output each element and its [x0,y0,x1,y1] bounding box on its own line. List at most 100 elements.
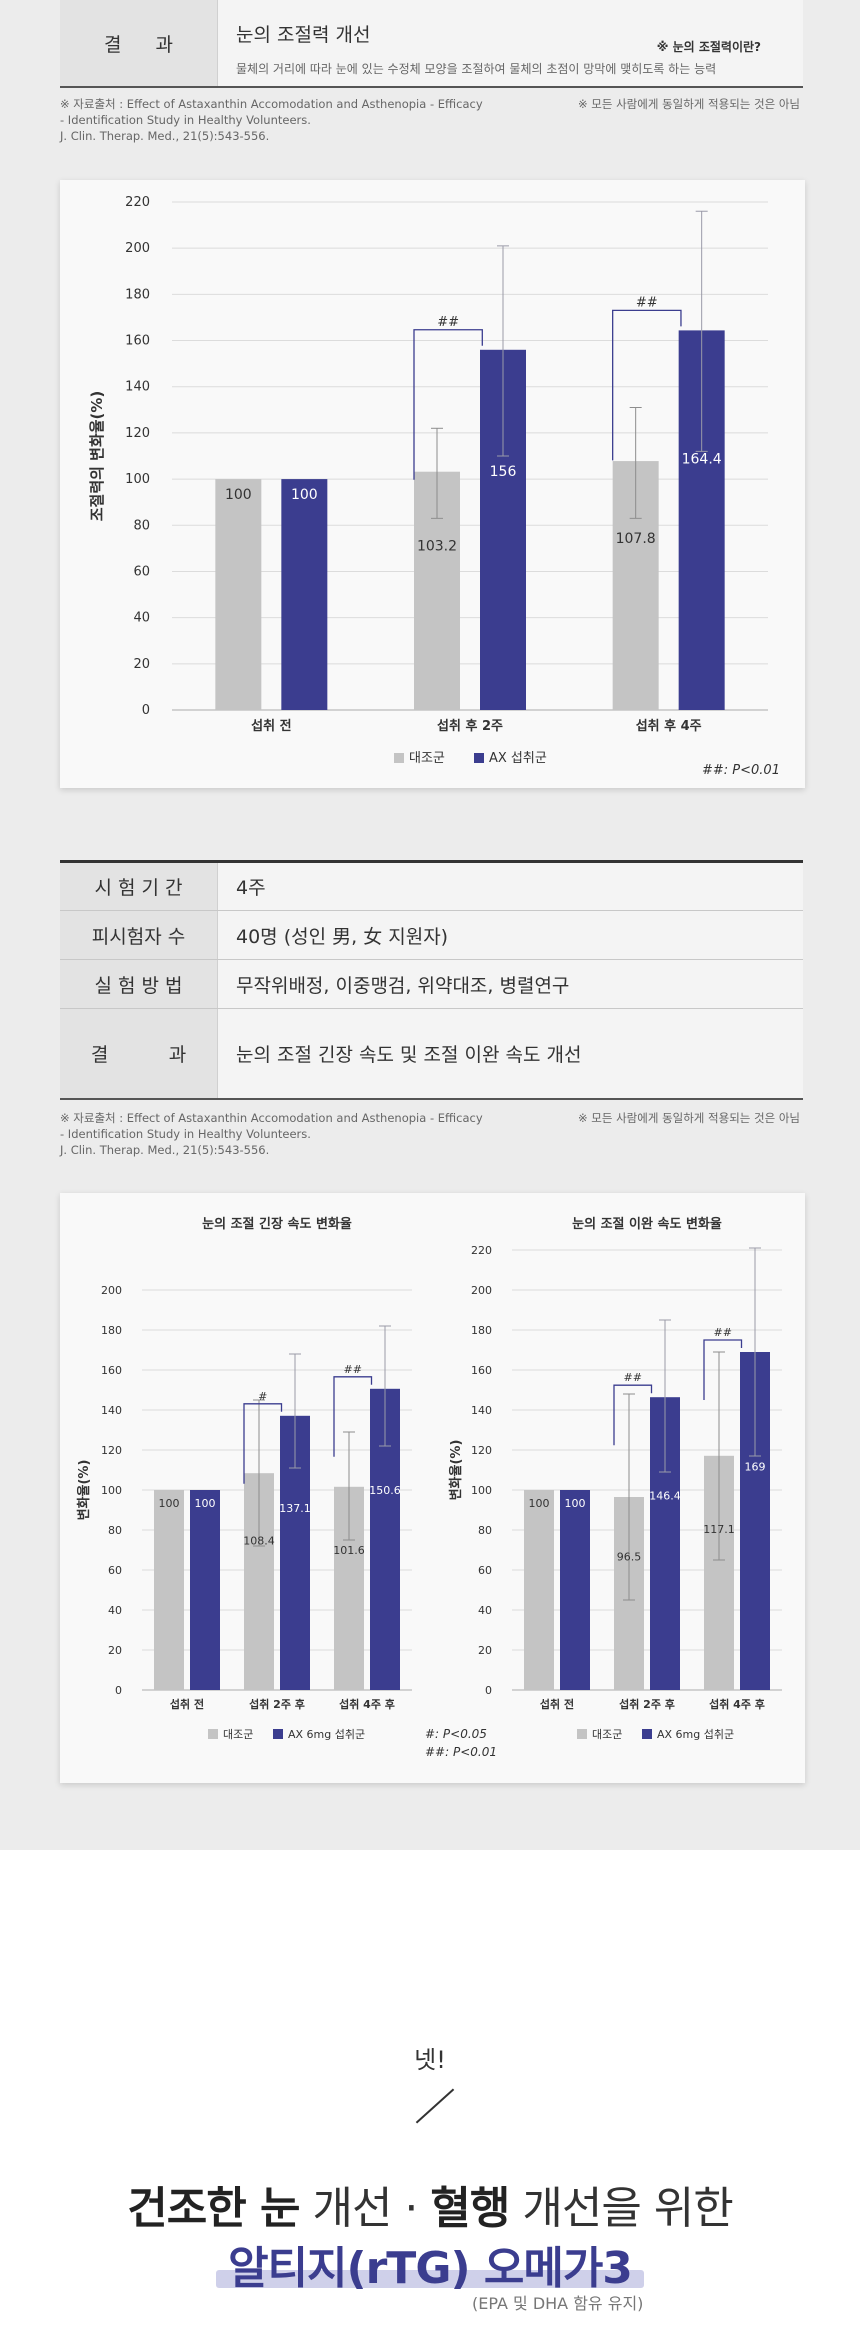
significance-marker: ## [344,1363,362,1376]
result-title: 눈의 조절력 개선 [236,24,371,46]
y-tick-label: 60 [478,1564,492,1577]
y-tick-label: 0 [485,1684,492,1697]
y-tick-label: 20 [478,1644,492,1657]
x-category-label: 섭취 2주 후 [619,1697,675,1711]
source2-line-3: J. Clin. Therap. Med., 21(5):543-556. [60,1143,270,1157]
y-axis-label: 조절력의 변화율(%) [88,391,106,522]
significance-bracket [613,1384,653,1446]
disclaimer-2: ※ 모든 사람에게 동일하게 적용되는 것은 아님 [577,1111,800,1125]
y-axis-label: 변화율(%) [76,1460,92,1521]
legend-label-control: 대조군 [592,1728,622,1741]
y-tick-label: 160 [125,334,150,349]
chart-card-accommodation: 0 20 40 60 80 100 120 140 160 180 200 220 조절력의 변화율(%… [60,180,805,788]
data-label: 100 [565,1497,586,1510]
significance-bracket [612,309,682,461]
y-tick-label: 160 [471,1364,492,1377]
legend-swatch-ax [273,1729,283,1739]
product-note: (EPA 및 DHA 함유 유지) [472,2294,644,2313]
y-tick-label: 120 [125,426,150,441]
source-citation-2: ※ 자료출처 : Effect of Astaxanthin Accomodat… [60,1110,483,1158]
data-label: 137.1 [279,1502,311,1515]
y-tick-label: 40 [108,1604,122,1617]
data-label: 100 [529,1497,550,1510]
result-table-top: 결과 눈의 조절력 개선 ※ 눈의 조절력이란? 물체의 거리에 따라 눈에 있… [60,0,803,88]
y-tick-label: 200 [471,1284,492,1297]
source2-line-1: ※ 자료출처 : Effect of Astaxanthin Accomodat… [60,1111,483,1125]
significance-marker: # [258,1390,267,1403]
y-tick-label: 200 [125,241,150,256]
bar-control [524,1490,554,1690]
y-tick-label: 100 [471,1484,492,1497]
y-tick-label: 100 [101,1484,122,1497]
info-row-result: 결 과 눈의 조절 긴장 속도 및 조절 이완 속도 개선 [60,1009,803,1098]
y-tick-label: 140 [101,1404,122,1417]
significance-footnote: #: P<0.05 [425,1727,487,1741]
y-tick-label: 40 [478,1604,492,1617]
significance-bracket [413,329,483,480]
data-label: 117.1 [703,1523,735,1536]
y-tick-label: 100 [125,472,150,487]
legend-label-control: 대조군 [409,751,445,766]
y-tick-label: 20 [108,1644,122,1657]
result-label: 결과 [60,0,217,86]
y-tick-label: 160 [101,1364,122,1377]
y-tick-label: 180 [125,287,150,302]
y-tick-label: 80 [108,1524,122,1537]
data-label: 100 [195,1497,216,1510]
study-info-table: 시 험 기 간 4주 피시험자 수 40명 (성인 男, 女 지원자) 실 험 … [60,860,803,1100]
y-tick-label: 20 [133,657,150,672]
info-value-result: 눈의 조절 긴장 속도 및 조절 이완 속도 개선 [217,1009,803,1098]
headline-text-1: 개선 · [299,2183,431,2234]
x-category-label: 섭취 4주 후 [339,1697,395,1711]
y-tick-label: 0 [115,1684,122,1697]
legend-label-ax: AX 6mg 섭취군 [288,1728,365,1741]
headline: 건조한 눈 개선 · 혈행 개선을 위한 [0,2172,860,2236]
legend-swatch-ax [474,753,484,763]
data-label: 107.8 [616,531,656,547]
product-name: 알티지(rTG) 오메가3 [228,2243,633,2294]
product-headline: 알티지(rTG) 오메가3 [216,2232,644,2296]
headline-text-2: 개선을 위한 [509,2183,733,2234]
legend-swatch-ax [642,1729,652,1739]
product-headline-wrap: 알티지(rTG) 오메가3 [0,2232,860,2296]
y-tick-label: 200 [101,1284,122,1297]
data-label: 156 [490,464,517,480]
y-tick-label: 0 [142,703,150,718]
bar-ax [281,479,328,710]
legend-label-ax: AX 6mg 섭취군 [657,1728,734,1741]
y-tick-label: 220 [471,1244,492,1257]
data-label: 108.4 [243,1535,275,1548]
y-tick-label: 80 [133,518,150,533]
bar-control [215,479,262,710]
info-label-period: 시 험 기 간 [60,863,217,910]
bar-control [154,1490,184,1690]
data-label: 169 [745,1460,766,1473]
x-category-label: 섭취 전 [251,718,291,734]
x-category-label: 섭취 후 2주 [437,718,503,734]
x-category-label: 섭취 4주 후 [709,1697,765,1711]
info-row-period: 시 험 기 간 4주 [60,863,803,911]
bar-ax [190,1490,220,1690]
data-label: 100 [159,1497,180,1510]
y-axis-label: 변화율(%) [448,1440,464,1501]
data-label: 146.4 [649,1490,681,1503]
accommodation-note-text: 물체의 거리에 따라 눈에 있는 수정체 모양을 조절하여 물체의 초점이 망막… [236,62,717,76]
disclaimer-1: ※ 모든 사람에게 동일하게 적용되는 것은 아님 [577,97,800,111]
bar-ax [560,1490,590,1690]
source-line-3: J. Clin. Therap. Med., 21(5):543-556. [60,129,270,143]
significance-footnote: ##: P<0.01 [702,763,780,778]
info-label-method: 실 험 방 법 [60,960,217,1008]
data-label: 103.2 [417,538,457,554]
y-tick-label: 80 [478,1524,492,1537]
y-tick-label: 120 [471,1444,492,1457]
data-label: 101.6 [333,1544,365,1557]
headline-bold-2: 혈행 [430,2183,510,2234]
significance-marker: ## [624,1371,642,1384]
significance-marker: ## [714,1326,732,1339]
chart-title: 눈의 조절 이완 속도 변화율 [572,1216,722,1232]
source-line-1: ※ 자료출처 : Effect of Astaxanthin Accomodat… [60,97,483,111]
headline-bold-1: 건조한 눈 [127,2183,300,2234]
source2-line-2: - Identification Study in Healthy Volunt… [60,1127,311,1141]
chart-card-tension-relaxation: 0 20 40 60 80 100 120 140 160 180 200 변화율(%) 눈의 조절 긴… [60,1193,805,1783]
